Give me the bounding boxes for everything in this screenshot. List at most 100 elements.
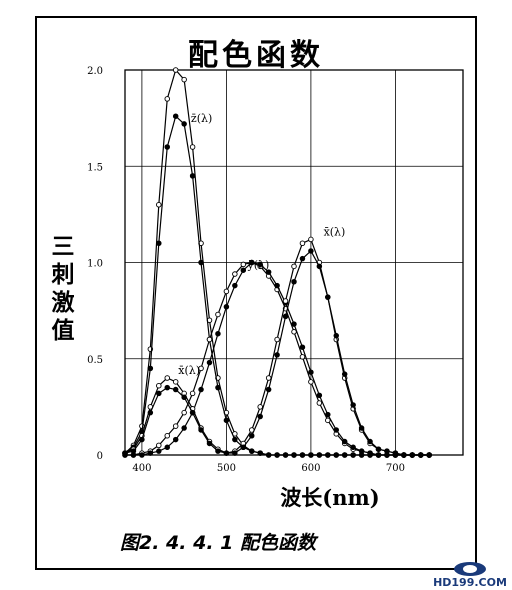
x-tick-label: 700 <box>386 463 405 474</box>
data-point <box>156 448 162 454</box>
data-point <box>367 438 373 445</box>
data-point <box>308 452 314 458</box>
data-point <box>401 452 407 458</box>
data-point <box>172 67 179 73</box>
data-point <box>248 433 255 439</box>
data-point <box>215 448 221 454</box>
data-point <box>409 452 416 458</box>
data-point <box>215 311 221 318</box>
y-tick-label: 1.0 <box>87 259 103 270</box>
data-point <box>257 261 263 268</box>
data-point <box>299 255 306 262</box>
data-point <box>206 440 213 447</box>
data-point <box>130 448 137 454</box>
data-point <box>248 448 255 454</box>
data-point <box>198 386 204 393</box>
data-point <box>316 400 323 406</box>
data-point <box>240 267 247 273</box>
data-point <box>257 450 263 456</box>
data-point <box>265 452 272 458</box>
data-point <box>274 336 280 343</box>
watermark-text: HD199.COM <box>433 576 507 589</box>
data-point <box>291 279 297 285</box>
data-point <box>350 444 356 451</box>
x-axis-label: 波长(nm) <box>280 485 379 510</box>
data-point <box>223 450 230 456</box>
data-point <box>139 452 145 458</box>
data-point <box>189 390 196 397</box>
data-point <box>325 294 331 300</box>
data-point <box>172 386 179 393</box>
data-point <box>172 379 179 385</box>
series-label: x̄(λ) <box>178 364 200 377</box>
data-point <box>223 304 230 310</box>
data-point <box>172 423 179 429</box>
data-point <box>240 444 247 451</box>
data-point <box>156 390 162 397</box>
data-point <box>198 259 204 266</box>
data-point <box>325 411 331 418</box>
data-point <box>308 248 314 254</box>
data-point <box>325 452 331 458</box>
data-point <box>375 446 382 452</box>
data-point <box>308 379 314 385</box>
data-point <box>156 201 162 208</box>
data-point <box>181 121 187 127</box>
data-point <box>232 282 238 289</box>
data-point <box>189 173 196 179</box>
x-tick-label: 500 <box>217 463 236 474</box>
data-point <box>299 452 306 458</box>
data-point <box>164 144 170 150</box>
data-point <box>426 452 432 458</box>
data-point <box>265 269 272 275</box>
data-point <box>333 332 340 339</box>
data-point <box>274 452 280 458</box>
data-point <box>189 144 196 150</box>
data-point <box>181 425 187 431</box>
data-point <box>164 96 170 102</box>
data-point <box>206 336 213 343</box>
data-point <box>265 386 272 393</box>
data-point <box>232 271 238 277</box>
data-point <box>215 330 221 337</box>
data-point <box>223 417 230 424</box>
data-point <box>274 282 280 289</box>
y-tick-label: 0 <box>97 451 103 462</box>
data-point <box>156 442 162 449</box>
data-point <box>341 371 348 377</box>
data-point <box>392 450 399 456</box>
x-tick-label: 400 <box>132 463 151 474</box>
data-point <box>181 409 187 416</box>
data-point <box>164 444 170 451</box>
x-tick-label: 600 <box>301 463 320 474</box>
series-line <box>124 238 430 456</box>
data-point <box>375 452 382 458</box>
data-point <box>367 450 373 456</box>
data-point <box>282 452 289 458</box>
data-point <box>181 76 187 83</box>
data-point <box>215 384 221 391</box>
data-point <box>282 298 289 304</box>
data-point <box>341 452 348 458</box>
data-point <box>232 436 238 443</box>
data-point <box>139 436 145 443</box>
data-point <box>282 313 289 320</box>
data-point <box>172 436 179 443</box>
data-point <box>291 452 297 458</box>
y-tick-label: 2.0 <box>87 66 103 77</box>
data-point <box>308 236 314 243</box>
data-point <box>265 375 272 381</box>
data-point <box>156 382 162 389</box>
series-label: z̄(λ) <box>191 112 212 125</box>
data-point <box>223 288 230 295</box>
data-point <box>350 452 356 458</box>
data-point <box>156 240 162 246</box>
data-point <box>341 438 348 445</box>
data-point <box>248 259 255 266</box>
data-point <box>257 413 263 420</box>
data-point <box>299 344 306 350</box>
data-point <box>316 452 323 458</box>
y-tick-label: 0.5 <box>87 355 103 366</box>
data-point <box>164 375 170 381</box>
